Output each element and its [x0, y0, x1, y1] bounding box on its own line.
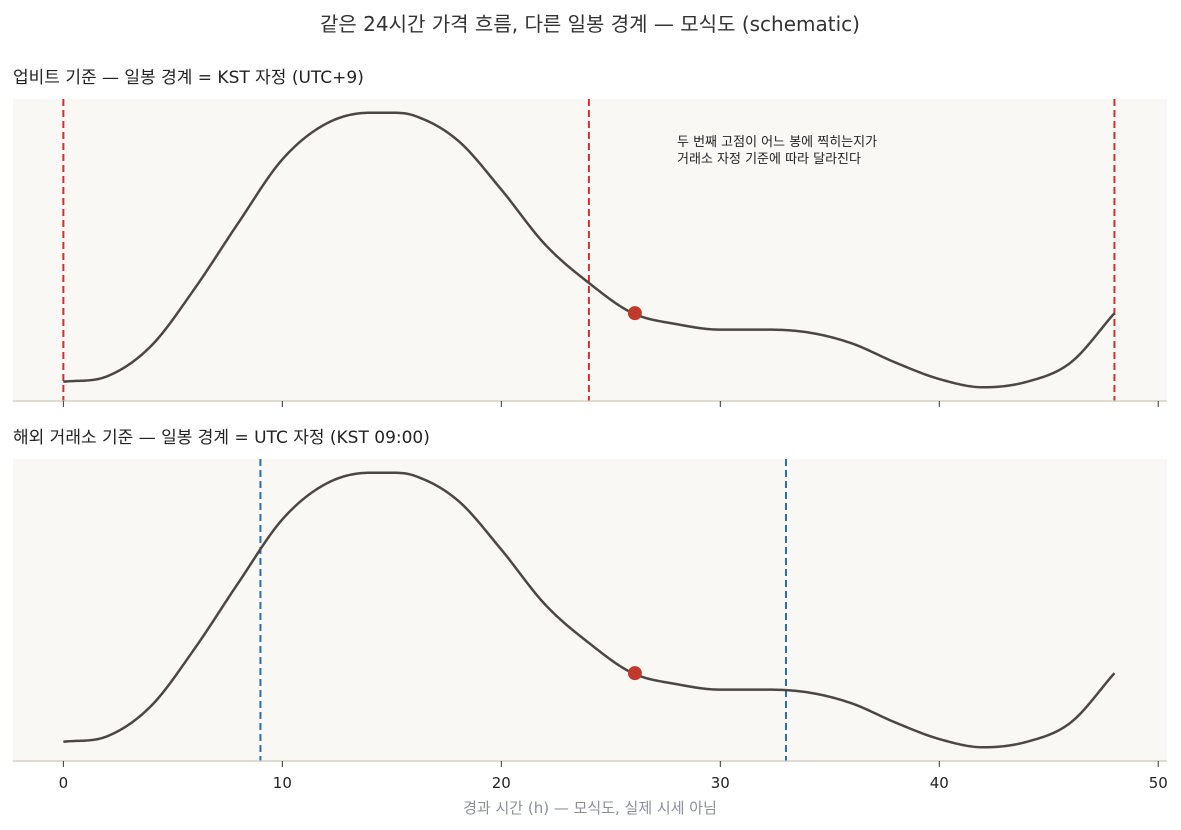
top-x-ticks	[62, 401, 1159, 407]
top-panel-subtitle: 업비트 기준 — 일봉 경계 = KST 자정 (UTC+9)	[13, 68, 364, 88]
bot-tick-label-30: 30	[711, 774, 730, 792]
bottom-boundary-lines	[259, 459, 787, 761]
top-price-line	[63, 111, 1116, 389]
top-boundary-lines	[62, 99, 1116, 401]
bot-tick-label-40: 40	[930, 774, 949, 792]
bottom-price-line	[63, 471, 1116, 749]
bottom-panel-subtitle: 해외 거래소 기준 — 일봉 경계 = UTC 자정 (KST 09:00)	[13, 428, 430, 448]
annotation-line-2: 거래소 자정 기준에 따라 달라진다	[677, 152, 861, 167]
top-second-peak-marker	[627, 306, 642, 321]
x-axis-label: 경과 시간 (h) — 모식도, 실제 시세 아님	[463, 799, 717, 817]
bot-tick-label-20: 20	[492, 774, 511, 792]
bot-tick-label-50: 50	[1149, 774, 1168, 792]
annotation-line-1: 두 번째 고점이 어느 봉에 찍히는지가	[677, 135, 877, 150]
bot-tick-label-0: 0	[59, 774, 69, 792]
top-panel-background	[13, 99, 1167, 401]
figure-title: 같은 24시간 가격 흐름, 다른 일봉 경계 — 모식도 (schematic…	[320, 12, 860, 36]
bot-tick-label-10: 10	[273, 774, 292, 792]
bottom-x-ticks: 0 10 20 30 40 50	[59, 761, 1168, 792]
bottom-second-peak-marker	[627, 666, 642, 681]
bottom-panel-background	[13, 459, 1167, 761]
